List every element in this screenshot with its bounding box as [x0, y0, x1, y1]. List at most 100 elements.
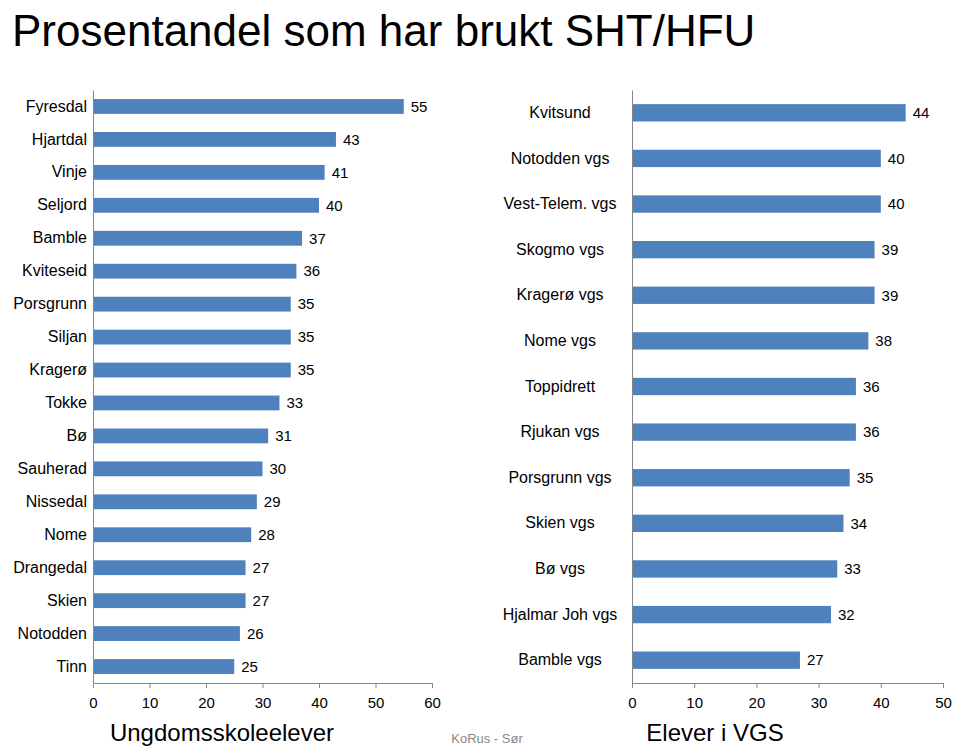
- data-label: 40: [888, 195, 905, 212]
- category-label: Hjartdal: [32, 131, 87, 148]
- category-label: Skien vgs: [525, 514, 594, 531]
- category-label: Rjukan vgs: [520, 423, 599, 440]
- data-label: 35: [298, 295, 315, 312]
- tick-mark: [319, 683, 320, 688]
- data-labels: 44404039393836363534333227: [807, 104, 929, 668]
- tick: 30: [255, 683, 272, 711]
- category-label: Fyresdal: [26, 98, 87, 115]
- tick-mark: [694, 683, 695, 688]
- tick: Nome vgs: [524, 332, 632, 349]
- data-label: 40: [326, 197, 343, 214]
- bar: [93, 560, 246, 575]
- data-label: 35: [298, 328, 315, 345]
- category-label: Skien: [47, 592, 87, 609]
- data-label: 35: [298, 361, 315, 378]
- tick: 50: [935, 683, 952, 711]
- data-label: 36: [863, 378, 880, 395]
- bars: [93, 99, 404, 674]
- data-label: 44: [913, 104, 930, 121]
- category-label: Kvitsund: [529, 104, 590, 121]
- data-label: 31: [275, 427, 292, 444]
- axis-line: [93, 91, 94, 684]
- data-label: 28: [258, 526, 275, 543]
- bar: [93, 330, 291, 345]
- bar: [632, 287, 875, 304]
- tick-label: 10: [686, 694, 703, 711]
- data-label: 36: [863, 423, 880, 440]
- tick: 50: [368, 683, 385, 711]
- tick-mark: [632, 683, 633, 688]
- data-label: 38: [875, 332, 892, 349]
- tick: 40: [311, 683, 328, 711]
- tick: Sauherad: [18, 460, 93, 477]
- data-labels: 554341403736353535333130292827272625: [241, 98, 427, 675]
- bar: [93, 99, 404, 114]
- tick-label: 10: [142, 694, 159, 711]
- footer: KoRus - Sør: [451, 731, 523, 746]
- chart: 01020304050KvitsundNotodden vgsVest-Tele…: [503, 91, 952, 747]
- tick: Tinn: [56, 658, 93, 675]
- data-label: 35: [857, 469, 874, 486]
- tick: Porsgrunn: [13, 295, 93, 312]
- bar: [93, 461, 263, 476]
- tick: 10: [142, 683, 159, 711]
- axis-line: [94, 684, 433, 689]
- tick: Tokke: [45, 394, 93, 411]
- data-label: 25: [241, 658, 258, 675]
- tick-label: 30: [255, 694, 272, 711]
- tick: Rjukan vgs: [520, 423, 632, 440]
- tick-label: 20: [198, 694, 215, 711]
- category-label: Bø vgs: [535, 560, 585, 577]
- category-label: Siljan: [48, 328, 87, 345]
- tick: Nissedal: [26, 493, 93, 510]
- data-label: 37: [309, 230, 326, 247]
- data-label: 33: [844, 560, 861, 577]
- bar: [632, 150, 881, 167]
- axis-line: [633, 684, 944, 689]
- bar: [632, 469, 850, 486]
- bars: [632, 104, 906, 669]
- tick: 20: [749, 683, 766, 711]
- tick: Toppidrett: [525, 378, 632, 395]
- category-label: Bamble: [33, 229, 87, 246]
- tick-mark: [943, 683, 944, 688]
- bar: [93, 659, 234, 674]
- bar: [632, 606, 831, 623]
- category-label: Tinn: [56, 658, 87, 675]
- bar: [93, 527, 251, 542]
- bar: [632, 378, 856, 395]
- tick-label: 0: [628, 694, 636, 711]
- category-label: Kragerø vgs: [516, 286, 603, 303]
- tick: Skien: [47, 592, 93, 609]
- bar: [632, 332, 868, 349]
- category-label: Nome: [44, 526, 87, 543]
- tick: 20: [198, 683, 215, 711]
- data-label: 32: [838, 606, 855, 623]
- category-label: Porsgrunn: [13, 295, 87, 312]
- category-label: Nome vgs: [524, 332, 596, 349]
- data-label: 43: [343, 131, 360, 148]
- category-label: Nissedal: [26, 493, 87, 510]
- tick: Nome: [44, 526, 93, 543]
- tick-label: 0: [89, 694, 97, 711]
- category-label: Porsgrunn vgs: [508, 469, 611, 486]
- tick-label: 60: [424, 694, 441, 711]
- bar: [632, 652, 800, 669]
- data-label: 40: [888, 150, 905, 167]
- tick: Kviteseid: [22, 262, 93, 279]
- tick: Vinje: [52, 163, 93, 180]
- tick-mark: [263, 683, 264, 688]
- tick-mark: [819, 683, 820, 688]
- category-label: Bø: [67, 427, 88, 444]
- tick: 40: [873, 683, 890, 711]
- tick-label: 20: [749, 694, 766, 711]
- tick-mark: [756, 683, 757, 688]
- data-label: 30: [270, 460, 287, 477]
- data-label: 55: [411, 98, 428, 115]
- tick: 0: [628, 683, 636, 711]
- bar: [632, 195, 881, 212]
- data-label: 27: [253, 559, 270, 576]
- tick-mark: [150, 683, 151, 688]
- category-label: Kragerø: [29, 361, 87, 378]
- tick: Kvitsund: [529, 104, 632, 121]
